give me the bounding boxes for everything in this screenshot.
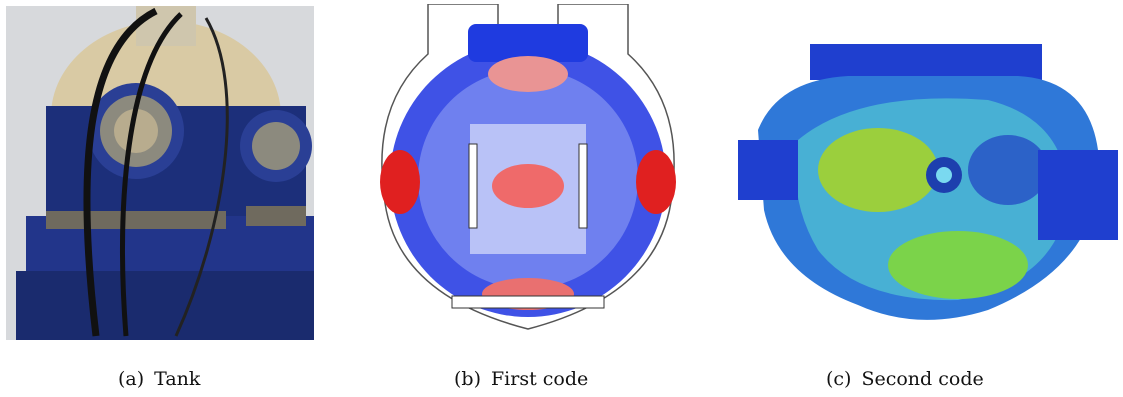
second-code-contour [738, 40, 1120, 330]
caption-text-c: Second code [861, 368, 984, 390]
caption-c: (c) Second code [826, 368, 984, 390]
caption-b: (b) First code [454, 368, 588, 390]
caption-a: (a) Tank [118, 368, 200, 390]
caption-text-a: Tank [154, 368, 201, 390]
tank-photo [6, 6, 314, 340]
caption-text-b: First code [491, 368, 589, 390]
subfigure-label-a: (a) [118, 368, 145, 390]
subfigure-label-b: (b) [454, 368, 481, 390]
first-code-contour [372, 4, 684, 334]
subfigure-label-c: (c) [826, 368, 852, 390]
